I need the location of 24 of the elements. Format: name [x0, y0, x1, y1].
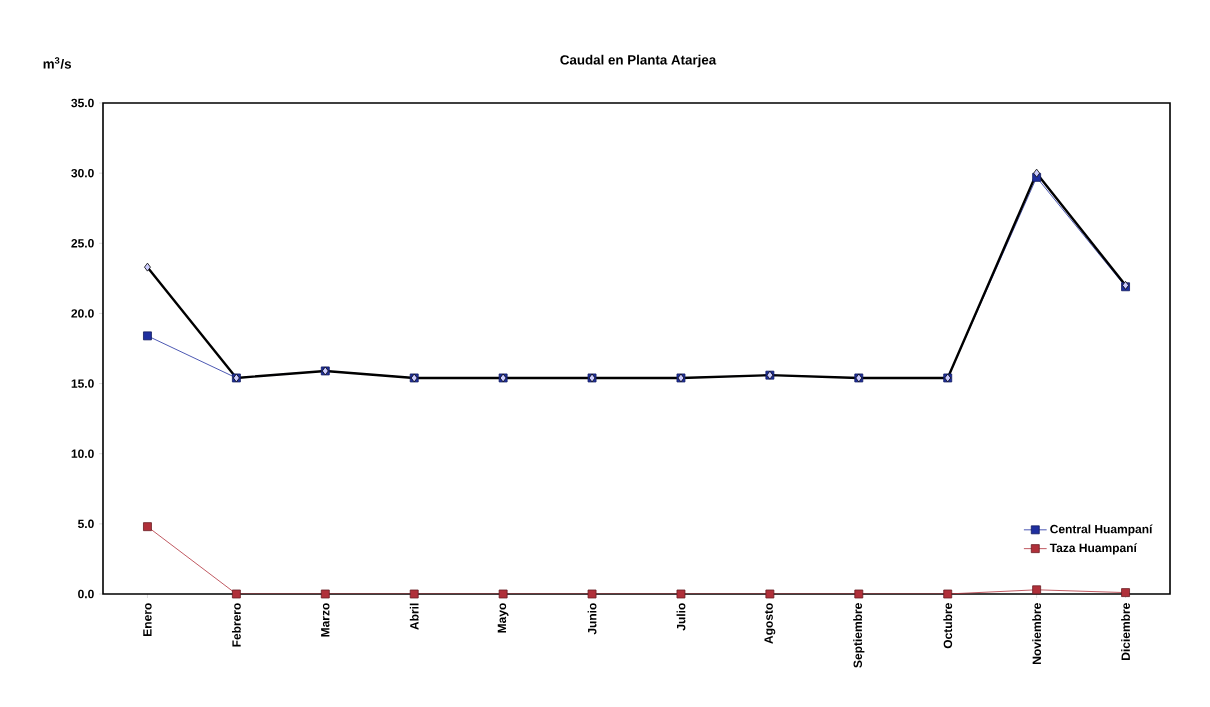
x-tick-label: Abril — [409, 603, 419, 630]
x-tick-label: Enero — [143, 603, 152, 636]
y-tick-label: 35.0 — [71, 98, 94, 108]
y-tick-label: 0.0 — [78, 589, 94, 599]
x-tick-label: Febrero — [231, 603, 241, 647]
y-tick-label: 10.0 — [71, 449, 94, 458]
x-tick-label: Junio — [587, 603, 597, 635]
chart-title: Caudal en Planta Atarjea — [560, 54, 717, 68]
x-tick-label: Noviembre — [1032, 603, 1042, 664]
legend-label: Central Huampaní — [1050, 524, 1153, 536]
x-tick-label: Marzo — [321, 603, 330, 637]
x-tick-label: Octubre — [943, 603, 953, 649]
x-tick-label: Septiembre — [853, 603, 865, 668]
legend-label: Taza Huampaní — [1049, 543, 1138, 555]
y-tick-label: 25.0 — [71, 239, 94, 248]
x-tick-label: Agosto — [764, 603, 776, 644]
y-axis-title: m$^{3}$/s — [43, 57, 72, 69]
x-tick-label: Diciembre — [1121, 603, 1130, 660]
x-tick-label: Julio — [676, 603, 686, 631]
y-tick-label: 20.0 — [71, 309, 94, 318]
y-tick-label: 30.0 — [71, 168, 94, 178]
y-tick-label: 15.0 — [71, 379, 94, 388]
y-tick-label: 5.0 — [77, 519, 94, 529]
x-tick-label: Mayo — [497, 603, 509, 633]
